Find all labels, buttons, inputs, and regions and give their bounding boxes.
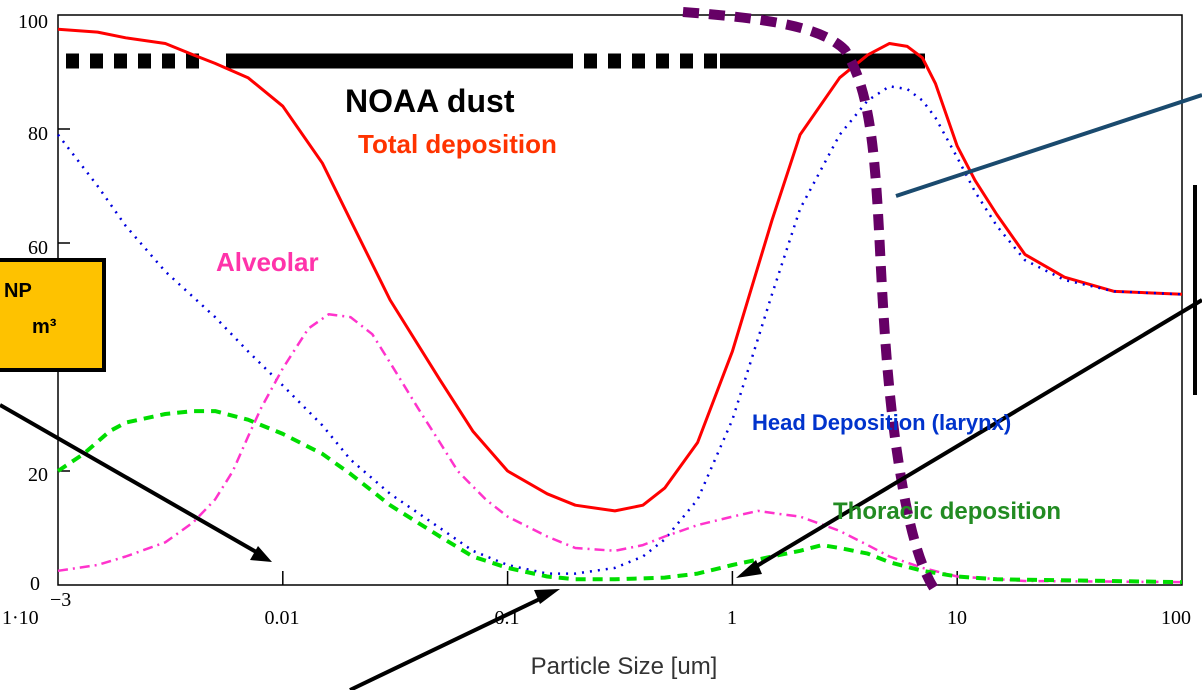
- x-tick-label: 10: [947, 607, 967, 629]
- alveolar-label: Alveolar: [216, 247, 319, 277]
- x-tick-label: 0.01: [265, 607, 300, 629]
- thoracic-deposition-label: Thoracic deposition: [833, 498, 1061, 525]
- purple-dashed-curve: [682, 7, 940, 593]
- head-deposition-label: Head Deposition (larynx): [752, 410, 1011, 435]
- callout-line-1: NP: [4, 280, 32, 302]
- arrow-to-0.01um: [0, 403, 272, 562]
- series-line-alveolar: [57, 313, 1183, 584]
- arrow-to-1um: [736, 298, 1202, 578]
- y-tick-label: 0: [30, 573, 40, 595]
- callout-line-2: m³: [32, 316, 57, 338]
- y-tick-label: 60: [28, 237, 48, 259]
- np-callout-box: NP m³: [0, 258, 106, 372]
- x-tick-label: 1: [727, 607, 737, 629]
- series-line-thoracic-deposition: [56, 409, 1183, 585]
- series-line-head-deposition-larynx: [57, 85, 1183, 575]
- y-tick-label: 100: [18, 11, 48, 33]
- total-deposition-label: Total deposition: [358, 129, 557, 159]
- x-axis-label: Particle Size [um]: [531, 653, 718, 680]
- x-tick-label: 1·10: [2, 607, 39, 629]
- teal-pointer-line: [895, 93, 1202, 198]
- y-tick-label: 80: [28, 123, 48, 145]
- x-tick-label: 100: [1161, 607, 1191, 629]
- arrow-to-0.15um: [349, 589, 560, 690]
- x-tick-exponent: −3: [50, 589, 71, 611]
- series-layer: [56, 27, 1183, 585]
- series-line-total-deposition: [57, 27, 1183, 513]
- y-tick-label: 20: [28, 464, 48, 486]
- noaa-dust-label: NOAA dust: [345, 83, 515, 119]
